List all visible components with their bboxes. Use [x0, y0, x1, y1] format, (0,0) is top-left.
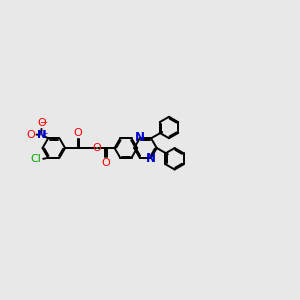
Text: Cl: Cl — [30, 154, 41, 164]
Text: O: O — [26, 130, 35, 140]
Text: N: N — [134, 131, 145, 144]
Text: N: N — [37, 130, 46, 140]
Text: O: O — [74, 128, 82, 138]
Text: N: N — [146, 152, 156, 165]
Text: O: O — [37, 118, 46, 128]
Text: O: O — [93, 143, 101, 153]
Text: O: O — [101, 158, 110, 168]
Text: −: − — [40, 118, 48, 128]
Text: +: + — [41, 129, 47, 138]
